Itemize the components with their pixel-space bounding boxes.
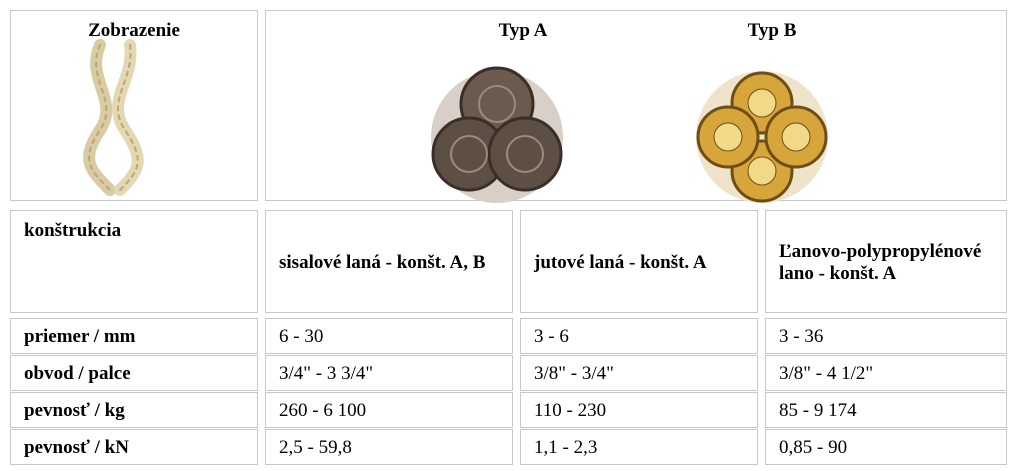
table-cell bbox=[265, 355, 513, 391]
table-cell bbox=[765, 429, 1007, 465]
table-cell bbox=[265, 429, 513, 465]
image-cell bbox=[10, 10, 258, 201]
table-cell bbox=[520, 210, 758, 313]
table-cell bbox=[520, 318, 758, 354]
type-b-section bbox=[696, 71, 828, 203]
cell-text: 110 - 230 bbox=[534, 400, 607, 421]
table-cell bbox=[765, 318, 1007, 354]
cell-text: 3/8" - 3/4" bbox=[534, 363, 614, 384]
cell-text: 0,85 - 90 bbox=[779, 437, 848, 458]
row-header: pevnosť / kg bbox=[24, 400, 125, 421]
table-cell bbox=[265, 318, 513, 354]
cell-text: 3/8" - 4 1/2" bbox=[779, 363, 874, 384]
cell-text: jutové laná - konšt. A bbox=[534, 251, 707, 273]
type-label: Typ A bbox=[498, 20, 548, 41]
rope-image bbox=[83, 39, 144, 196]
table-cell bbox=[520, 355, 758, 391]
table-cell bbox=[10, 210, 258, 313]
table-cell bbox=[520, 392, 758, 428]
table-cell bbox=[10, 355, 258, 391]
cell-text: 1,1 - 2,3 bbox=[534, 437, 598, 458]
cell-text: 260 - 6 100 bbox=[279, 400, 367, 421]
cell-text: 3 - 36 bbox=[779, 326, 824, 347]
cell-text: 6 - 30 bbox=[279, 326, 324, 347]
cell-text: 3 - 6 bbox=[534, 326, 569, 347]
row-header: obvod / palce bbox=[24, 363, 131, 384]
table-cell bbox=[10, 429, 258, 465]
cell-text: sisalové laná - konšt. A, B bbox=[279, 251, 486, 273]
table-cell bbox=[265, 392, 513, 428]
type-label: Typ B bbox=[747, 20, 797, 41]
row-header: priemer / mm bbox=[24, 326, 136, 347]
cell-text: 3/4" - 3 3/4" bbox=[279, 363, 374, 384]
table-cell bbox=[520, 429, 758, 465]
table-cell bbox=[10, 392, 258, 428]
cell-text: 2,5 - 59,8 bbox=[279, 437, 352, 458]
row-header: pevnosť / kN bbox=[24, 437, 129, 458]
table-cell bbox=[10, 318, 258, 354]
cell-text: Ľanovo-polypropylénové lano - konšt. A bbox=[779, 240, 982, 284]
table-cell bbox=[765, 392, 1007, 428]
table-cell bbox=[265, 210, 513, 313]
table-cell bbox=[765, 210, 1007, 313]
table-cell bbox=[765, 355, 1007, 391]
type-a-section bbox=[431, 66, 563, 203]
types-cell bbox=[265, 10, 1007, 201]
cell-text: 85 - 9 174 bbox=[779, 400, 857, 421]
row-header: konštrukcia bbox=[24, 220, 122, 241]
header-label: Zobrazenie bbox=[88, 20, 180, 41]
